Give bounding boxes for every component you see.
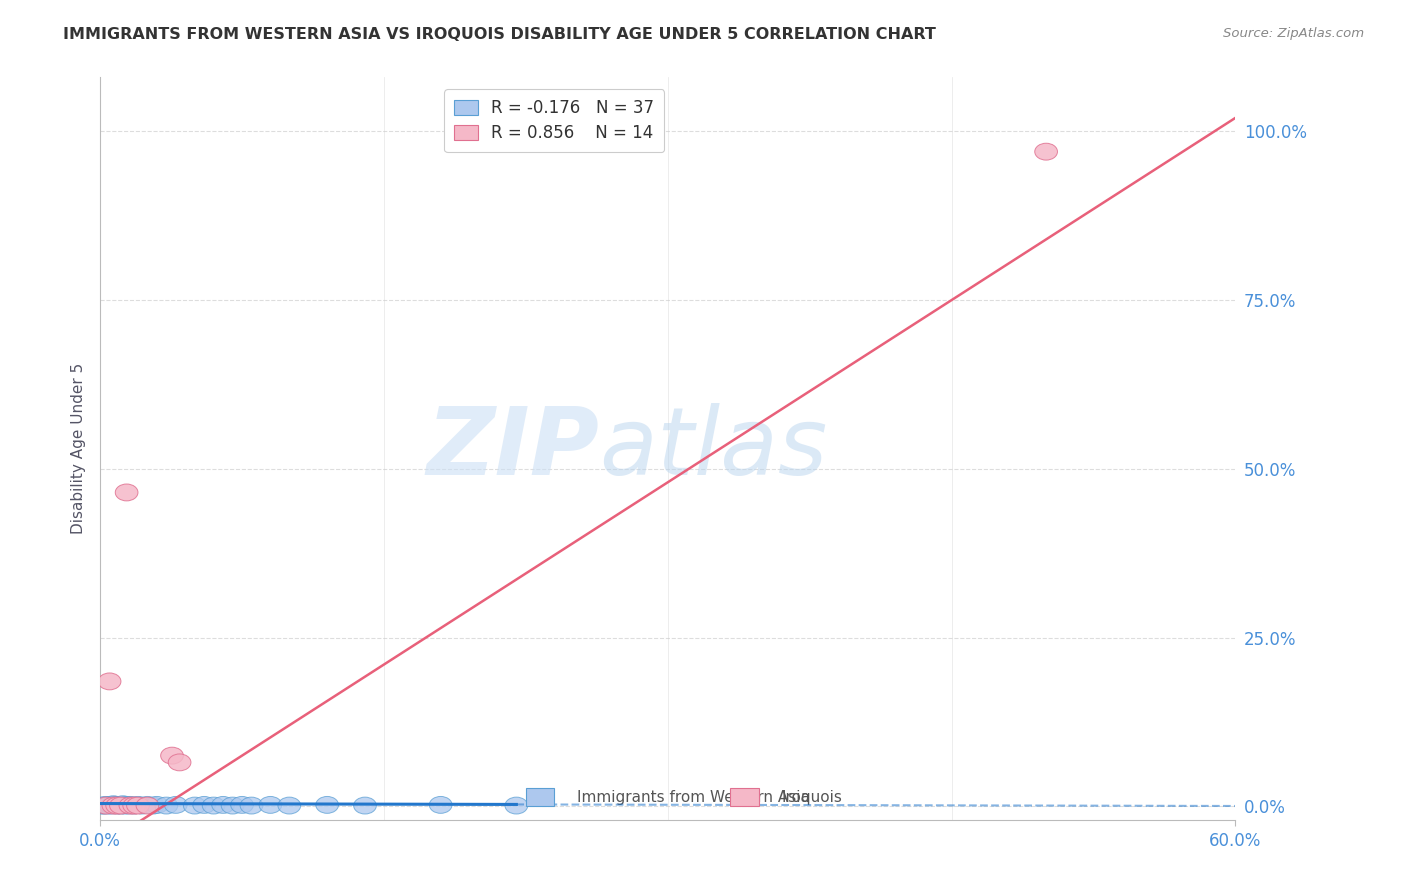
Ellipse shape (212, 797, 235, 814)
Ellipse shape (115, 484, 138, 501)
Ellipse shape (117, 797, 139, 814)
Ellipse shape (120, 797, 142, 814)
Text: IMMIGRANTS FROM WESTERN ASIA VS IROQUOIS DISABILITY AGE UNDER 5 CORRELATION CHAR: IMMIGRANTS FROM WESTERN ASIA VS IROQUOIS… (63, 27, 936, 42)
Ellipse shape (122, 797, 146, 814)
Ellipse shape (136, 797, 159, 814)
Ellipse shape (105, 797, 128, 814)
Ellipse shape (165, 797, 187, 814)
Ellipse shape (240, 797, 263, 814)
Ellipse shape (103, 797, 125, 814)
Text: Iroquois: Iroquois (782, 790, 842, 805)
Ellipse shape (110, 797, 132, 814)
Ellipse shape (142, 797, 165, 814)
Ellipse shape (97, 797, 120, 814)
Ellipse shape (127, 797, 149, 814)
Ellipse shape (94, 797, 117, 814)
Ellipse shape (110, 797, 132, 814)
Ellipse shape (136, 797, 159, 814)
Ellipse shape (114, 797, 136, 814)
Ellipse shape (193, 797, 215, 814)
Ellipse shape (103, 796, 125, 813)
Ellipse shape (98, 673, 121, 690)
Ellipse shape (505, 797, 527, 814)
Ellipse shape (221, 797, 243, 814)
Ellipse shape (122, 797, 146, 814)
Ellipse shape (115, 797, 138, 814)
Ellipse shape (429, 797, 453, 814)
Ellipse shape (146, 797, 169, 814)
Ellipse shape (127, 797, 149, 814)
Ellipse shape (108, 797, 131, 814)
Legend: R = -0.176   N = 37, R = 0.856    N = 14: R = -0.176 N = 37, R = 0.856 N = 14 (444, 89, 664, 153)
Ellipse shape (105, 797, 128, 814)
Y-axis label: Disability Age Under 5: Disability Age Under 5 (72, 363, 86, 534)
Ellipse shape (316, 797, 339, 814)
Ellipse shape (111, 796, 134, 813)
Ellipse shape (1035, 144, 1057, 160)
Ellipse shape (160, 747, 183, 764)
FancyBboxPatch shape (526, 788, 554, 806)
Ellipse shape (169, 754, 191, 771)
Text: atlas: atlas (599, 403, 828, 494)
Ellipse shape (90, 797, 114, 814)
Ellipse shape (231, 797, 253, 814)
Text: Immigrants from Western Asia: Immigrants from Western Asia (576, 790, 810, 805)
Ellipse shape (354, 797, 377, 814)
Ellipse shape (155, 797, 177, 814)
FancyBboxPatch shape (730, 788, 758, 806)
Text: ZIP: ZIP (427, 402, 599, 494)
Ellipse shape (93, 797, 115, 814)
Text: Source: ZipAtlas.com: Source: ZipAtlas.com (1223, 27, 1364, 40)
Ellipse shape (120, 797, 142, 814)
Ellipse shape (100, 797, 122, 814)
Ellipse shape (278, 797, 301, 814)
Ellipse shape (94, 797, 117, 814)
Ellipse shape (183, 797, 207, 814)
Ellipse shape (98, 797, 121, 814)
Ellipse shape (259, 797, 281, 814)
Ellipse shape (104, 797, 127, 814)
Ellipse shape (131, 797, 153, 814)
Ellipse shape (202, 797, 225, 814)
